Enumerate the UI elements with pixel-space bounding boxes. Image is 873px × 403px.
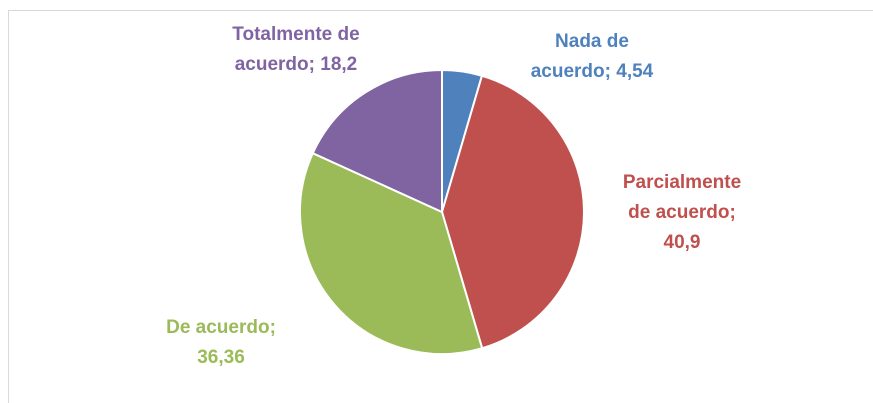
pie-slice (311, 68, 443, 214)
label-category: De acuerdo (166, 317, 270, 338)
pie-slice (299, 151, 484, 355)
slice-label: De acuerdo; 36,36 (156, 313, 286, 373)
chart-frame (8, 10, 873, 403)
label-category: Nada de acuerdo (530, 31, 629, 82)
label-separator: ; (729, 202, 736, 223)
label-category: Totalmente de acuerdo (232, 24, 360, 75)
label-separator: ; (269, 317, 276, 338)
label-separator: ; (308, 54, 315, 75)
label-value: 18,2 (320, 54, 358, 75)
slice-label: Parcialmente de acuerdo; 40,9 (612, 168, 752, 258)
label-separator: ; (604, 61, 611, 82)
label-value: 36,36 (197, 347, 245, 368)
label-value: 4,54 (616, 61, 654, 82)
slice-label: Nada de acuerdo; 4,54 (520, 27, 665, 87)
pie-slice (440, 74, 585, 350)
label-value: 40,9 (663, 232, 701, 253)
slice-label: Totalmente de acuerdo; 18,2 (231, 20, 361, 80)
label-category: Parcialmente de acuerdo (622, 172, 742, 223)
